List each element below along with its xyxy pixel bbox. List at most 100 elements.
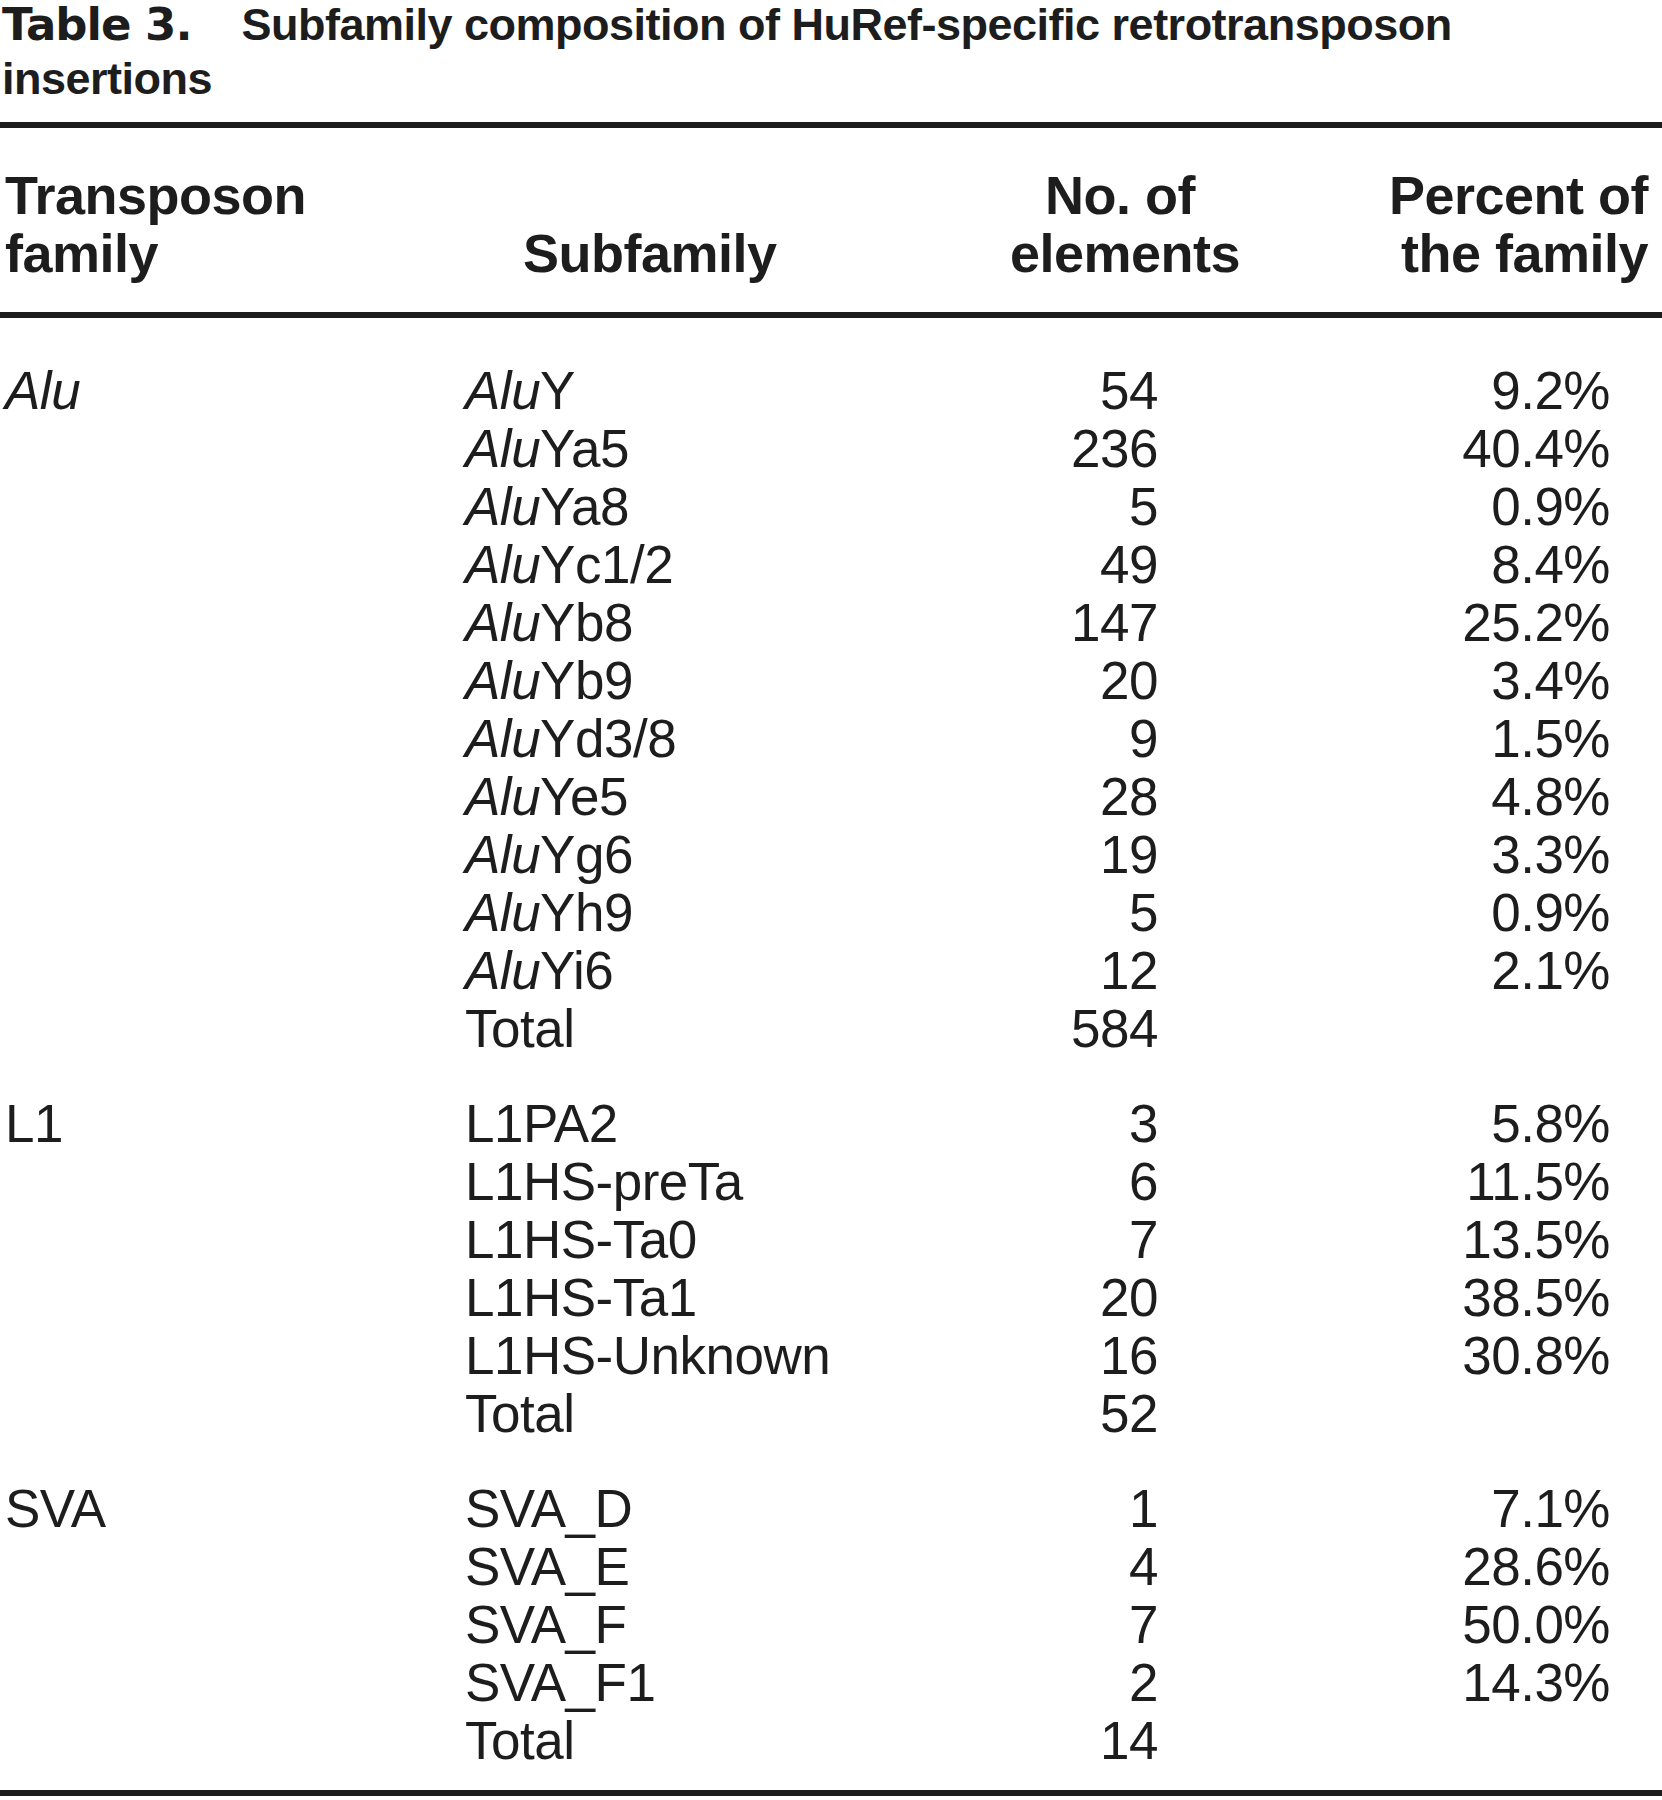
count-cell: 236 xyxy=(900,420,1230,478)
subfamily-text: L1HS-preTa xyxy=(465,1152,743,1211)
column-header-percent: Percent of the family xyxy=(1230,166,1662,282)
count-cell: 7 xyxy=(900,1596,1230,1654)
column-header-row: Transposon family Subfamily No. of eleme… xyxy=(0,166,1662,282)
subfamily-text: Yh9 xyxy=(540,883,633,942)
subfamily-em: Alu xyxy=(465,883,540,942)
family-cell xyxy=(0,1385,465,1443)
percent-cell: 5.8% xyxy=(1230,1095,1662,1153)
count-cell: 2 xyxy=(900,1654,1230,1712)
subfamily-text: Yc1/2 xyxy=(540,535,673,594)
subfamily-em: Alu xyxy=(465,651,540,710)
count-cell: 12 xyxy=(900,942,1230,1000)
header-family-line1: Transposon xyxy=(5,166,465,224)
subfamily-em: Alu xyxy=(465,535,540,594)
percent-cell: 28.6% xyxy=(1230,1538,1662,1596)
subfamily-text: L1HS-Unknown xyxy=(465,1326,830,1385)
table-row: Total 14 xyxy=(0,1712,1662,1770)
subfamily-em: Alu xyxy=(465,477,540,536)
subfamily-em: Alu xyxy=(465,825,540,884)
count-cell: 7 xyxy=(900,1211,1230,1269)
family-cell xyxy=(0,710,465,768)
subfamily-em: Alu xyxy=(465,767,540,826)
column-header-subfamily: Subfamily xyxy=(465,166,900,282)
table-title: Table 3.Subfamily composition of HuRef-s… xyxy=(2,0,1652,106)
subfamily-text: Ya8 xyxy=(540,477,629,536)
table-row: AluYe5 28 4.8% xyxy=(0,768,1662,826)
table-row: SVA_F 7 50.0% xyxy=(0,1596,1662,1654)
subfamily-text: L1HS-Ta0 xyxy=(465,1210,697,1269)
table-row: SVA SVA_D 1 7.1% xyxy=(0,1480,1662,1538)
subfamily-cell: SVA_E xyxy=(465,1538,900,1596)
count-cell: 19 xyxy=(900,826,1230,884)
table-row: L1HS-Ta1 20 38.5% xyxy=(0,1269,1662,1327)
subfamily-cell: SVA_F1 xyxy=(465,1654,900,1712)
subfamily-text: SVA_F1 xyxy=(465,1653,655,1712)
subfamily-cell: L1HS-Ta0 xyxy=(465,1211,900,1269)
table-number-label: Table 3. xyxy=(2,0,192,51)
count-cell: 14 xyxy=(900,1712,1230,1770)
count-cell: 16 xyxy=(900,1327,1230,1385)
count-cell: 584 xyxy=(900,1000,1230,1058)
family-cell xyxy=(0,1654,465,1712)
header-rule xyxy=(0,312,1662,318)
table-row: Total 584 xyxy=(0,1000,1662,1058)
percent-cell: 14.3% xyxy=(1230,1654,1662,1712)
subfamily-em: Alu xyxy=(465,709,540,768)
family-cell xyxy=(0,1211,465,1269)
family-cell xyxy=(0,1153,465,1211)
subfamily-text: SVA_D xyxy=(465,1479,632,1538)
count-cell: 49 xyxy=(900,536,1230,594)
count-cell: 5 xyxy=(900,478,1230,536)
table-row: SVA_E 4 28.6% xyxy=(0,1538,1662,1596)
subfamily-text: Total xyxy=(465,1384,574,1443)
table-row: AluYb9 20 3.4% xyxy=(0,652,1662,710)
subfamily-text: Yb9 xyxy=(540,651,633,710)
header-elements-line2: elements xyxy=(1010,224,1230,282)
subfamily-cell: L1HS-preTa xyxy=(465,1153,900,1211)
subfamily-text: Yg6 xyxy=(540,825,633,884)
subfamily-text: L1PA2 xyxy=(465,1094,618,1153)
subfamily-cell: AluYi6 xyxy=(465,942,900,1000)
table-title-text: Subfamily composition of HuRef-specific … xyxy=(2,0,1452,104)
percent-cell xyxy=(1230,1000,1662,1058)
table-row: AluYa8 5 0.9% xyxy=(0,478,1662,536)
subfamily-text: Total xyxy=(465,1711,574,1770)
header-percent-line1: Percent of xyxy=(1230,166,1648,224)
count-cell: 4 xyxy=(900,1538,1230,1596)
subfamily-text: Ya5 xyxy=(540,419,629,478)
subfamily-text: SVA_E xyxy=(465,1537,629,1596)
family-cell xyxy=(0,884,465,942)
percent-cell: 1.5% xyxy=(1230,710,1662,768)
family-cell xyxy=(0,478,465,536)
count-cell: 52 xyxy=(900,1385,1230,1443)
table-row: L1 L1PA2 3 5.8% xyxy=(0,1095,1662,1153)
subfamily-cell: AluYd3/8 xyxy=(465,710,900,768)
subfamily-cell: AluYe5 xyxy=(465,768,900,826)
count-cell: 3 xyxy=(900,1095,1230,1153)
percent-cell: 11.5% xyxy=(1230,1153,1662,1211)
subfamily-text: Ye5 xyxy=(540,767,628,826)
paper-table-figure: Table 3.Subfamily composition of HuRef-s… xyxy=(0,0,1662,1800)
percent-cell: 13.5% xyxy=(1230,1211,1662,1269)
count-cell: 54 xyxy=(900,362,1230,420)
header-elements-line1: No. of xyxy=(1010,166,1230,224)
subfamily-cell: AluYh9 xyxy=(465,884,900,942)
subfamily-cell: SVA_D xyxy=(465,1480,900,1538)
percent-cell: 8.4% xyxy=(1230,536,1662,594)
family-cell xyxy=(0,1269,465,1327)
percent-cell: 38.5% xyxy=(1230,1269,1662,1327)
subfamily-cell: AluYa5 xyxy=(465,420,900,478)
family-cell: SVA xyxy=(0,1480,465,1538)
subfamily-cell: L1PA2 xyxy=(465,1095,900,1153)
subfamily-text: SVA_F xyxy=(465,1595,626,1654)
count-cell: 6 xyxy=(900,1153,1230,1211)
family-cell xyxy=(0,1712,465,1770)
subfamily-text: Yi6 xyxy=(540,941,613,1000)
count-cell: 20 xyxy=(900,652,1230,710)
family-cell xyxy=(0,652,465,710)
count-cell: 28 xyxy=(900,768,1230,826)
subfamily-text: Y xyxy=(540,361,575,420)
header-percent-line2: the family xyxy=(1230,224,1648,282)
table-body: Alu AluY 54 9.2% AluYa5 236 40.4% AluYa8… xyxy=(0,362,1662,1770)
subfamily-cell: Total xyxy=(465,1385,900,1443)
